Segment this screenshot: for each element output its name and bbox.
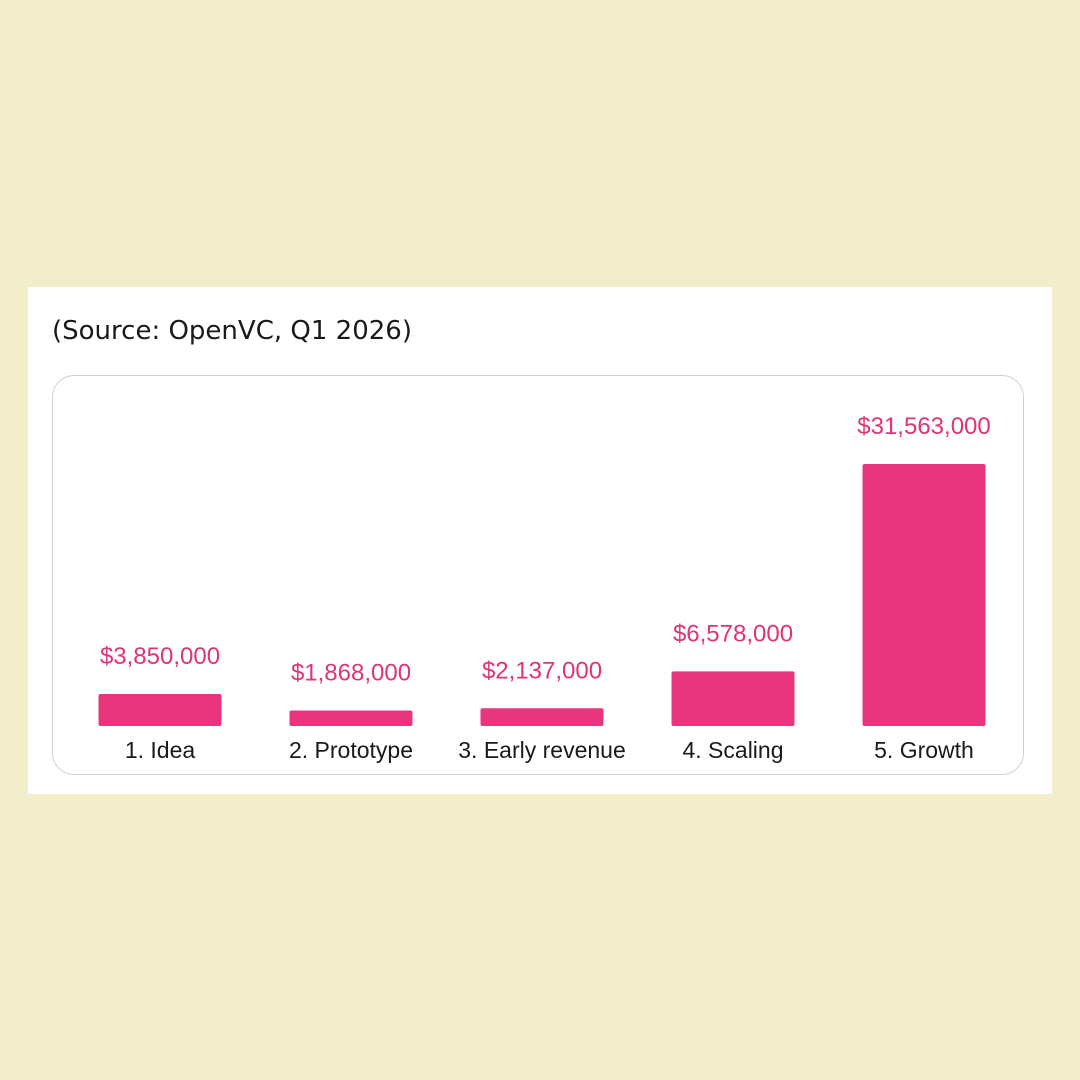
value-label-3: $2,137,000: [482, 657, 602, 684]
value-label-1: $3,850,000: [100, 643, 220, 670]
bar-4: [671, 671, 795, 726]
value-label-5: $31,563,000: [857, 413, 990, 440]
source-caption: (Source: OpenVC, Q1 2026): [52, 316, 412, 346]
bar-5: [862, 464, 986, 726]
value-label-2: $1,868,000: [291, 659, 411, 686]
category-label-2: 2. Prototype: [289, 737, 413, 763]
value-label-4: $6,578,000: [673, 620, 793, 647]
category-label-4: 4. Scaling: [682, 737, 783, 763]
bar-1: [98, 694, 222, 726]
chart-frame: $3,850,000 1. Idea $1,868,000 2. Prototype $…: [52, 375, 1024, 775]
bar-2: [289, 710, 413, 726]
bar-3: [480, 708, 604, 726]
chart-card: (Source: OpenVC, Q1 2026) $3,850,000 1. I…: [28, 287, 1052, 794]
category-label-3: 3. Early revenue: [458, 737, 625, 763]
bar-chart: $3,850,000 1. Idea $1,868,000 2. Prototype $…: [98, 413, 991, 763]
category-label-5: 5. Growth: [874, 737, 974, 763]
category-label-1: 1. Idea: [125, 737, 196, 763]
